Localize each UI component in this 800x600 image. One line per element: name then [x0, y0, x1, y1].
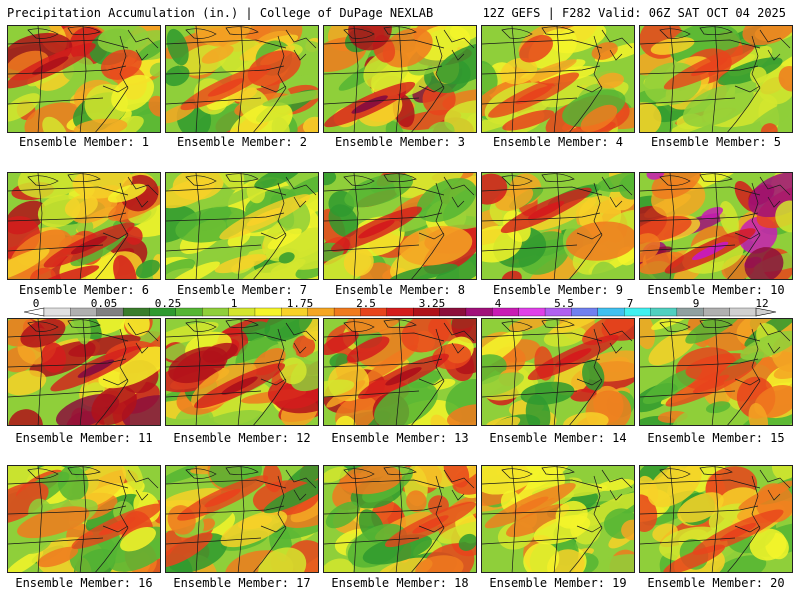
- precip-map-13: [324, 319, 476, 425]
- colorbar-tick-label: 2.5: [356, 297, 376, 310]
- precip-map-6: [8, 173, 160, 279]
- colorbar-swatch: [597, 307, 625, 317]
- precip-map-16: [8, 466, 160, 572]
- ensemble-member-label: Ensemble Member: 12: [173, 431, 311, 445]
- ensemble-member-label: Ensemble Member: 5: [650, 135, 782, 149]
- ensemble-panel-13: [323, 318, 477, 426]
- ensemble-member-label: Ensemble Member: 8: [334, 283, 466, 297]
- colorbar-swatch: [729, 307, 757, 317]
- ensemble-member-label: Ensemble Member: 2: [176, 135, 308, 149]
- precip-map-11: [8, 319, 160, 425]
- precip-map-1: [8, 26, 160, 132]
- run-info: 12Z GEFS | F282 Valid: 06Z SAT OCT 04 20…: [482, 6, 786, 20]
- ensemble-panel-19: [481, 465, 635, 573]
- ensemble-member-label: Ensemble Member: 7: [176, 283, 308, 297]
- colorbar-swatch: [571, 307, 599, 317]
- colorbar-swatch: [386, 307, 414, 317]
- ensemble-panel-15: [639, 318, 793, 426]
- colorbar-tick-label: 0.05: [90, 297, 118, 310]
- ensemble-member-label: Ensemble Member: 10: [647, 283, 785, 297]
- colorbar-tick-label: 7: [626, 297, 634, 310]
- ensemble-panel-11: [7, 318, 161, 426]
- colorbar-swatch: [202, 307, 230, 317]
- ensemble-panel-17: [165, 465, 319, 573]
- colorbar: [24, 307, 777, 317]
- precip-map-8: [324, 173, 476, 279]
- ensemble-panel-3: [323, 25, 477, 133]
- ensemble-member-label: Ensemble Member: 13: [331, 431, 469, 445]
- ensemble-panel-6: [7, 172, 161, 280]
- colorbar-tick-label: 12: [755, 297, 769, 310]
- precip-map-17: [166, 466, 318, 572]
- precip-map-18: [324, 466, 476, 572]
- ensemble-member-label: Ensemble Member: 1: [18, 135, 150, 149]
- ensemble-panel-9: [481, 172, 635, 280]
- ensemble-panel-20: [639, 465, 793, 573]
- ensemble-panel-10: [639, 172, 793, 280]
- ensemble-member-label: Ensemble Member: 3: [334, 135, 466, 149]
- colorbar-swatch: [703, 307, 731, 317]
- precip-map-12: [166, 319, 318, 425]
- ensemble-member-label: Ensemble Member: 6: [18, 283, 150, 297]
- ensemble-panel-1: [7, 25, 161, 133]
- colorbar-tick-label: 4: [494, 297, 502, 310]
- colorbar-swatch: [254, 307, 282, 317]
- ensemble-panel-2: [165, 25, 319, 133]
- ensemble-panel-7: [165, 172, 319, 280]
- ensemble-panel-16: [7, 465, 161, 573]
- colorbar-swatch: [676, 307, 704, 317]
- ensemble-member-label: Ensemble Member: 18: [331, 576, 469, 590]
- precip-map-20: [640, 466, 792, 572]
- ensemble-member-label: Ensemble Member: 4: [492, 135, 624, 149]
- map-title: Precipitation Accumulation (in.) | Colle…: [7, 6, 434, 20]
- ensemble-member-label: Ensemble Member: 17: [173, 576, 311, 590]
- colorbar-swatch: [43, 307, 71, 317]
- ensemble-panel-5: [639, 25, 793, 133]
- colorbar-swatch: [518, 307, 546, 317]
- colorbar-tick-label: 5.5: [554, 297, 574, 310]
- precip-map-14: [482, 319, 634, 425]
- colorbar-swatch: [465, 307, 493, 317]
- colorbar-high-arrow: [755, 307, 777, 317]
- ensemble-member-label: Ensemble Member: 15: [647, 431, 785, 445]
- ensemble-member-label: Ensemble Member: 16: [15, 576, 153, 590]
- precip-map-5: [640, 26, 792, 132]
- header: Precipitation Accumulation (in.) | Colle…: [0, 0, 800, 24]
- ensemble-panel-4: [481, 25, 635, 133]
- ensemble-member-label: Ensemble Member: 14: [489, 431, 627, 445]
- precip-map-10: [640, 173, 792, 279]
- precip-map-19: [482, 466, 634, 572]
- colorbar-tick-label: 1: [230, 297, 238, 310]
- colorbar-tick-label: 3.25: [418, 297, 446, 310]
- ensemble-member-label: Ensemble Member: 9: [492, 283, 624, 297]
- colorbar-tick-label: 0: [32, 297, 40, 310]
- ensemble-panel-12: [165, 318, 319, 426]
- colorbar-swatch: [650, 307, 678, 317]
- precip-map-7: [166, 173, 318, 279]
- colorbar-tick-label: 0.25: [154, 297, 182, 310]
- colorbar-swatch: [122, 307, 150, 317]
- ensemble-member-label: Ensemble Member: 20: [647, 576, 785, 590]
- ensemble-panel-8: [323, 172, 477, 280]
- ensemble-member-label: Ensemble Member: 19: [489, 576, 627, 590]
- precip-map-15: [640, 319, 792, 425]
- colorbar-tick-label: 9: [692, 297, 700, 310]
- colorbar-tick-label: 1.75: [286, 297, 314, 310]
- precip-map-3: [324, 26, 476, 132]
- ensemble-member-label: Ensemble Member: 11: [15, 431, 153, 445]
- ensemble-panel-14: [481, 318, 635, 426]
- precip-map-4: [482, 26, 634, 132]
- precip-map-9: [482, 173, 634, 279]
- ensemble-panel-18: [323, 465, 477, 573]
- precip-map-2: [166, 26, 318, 132]
